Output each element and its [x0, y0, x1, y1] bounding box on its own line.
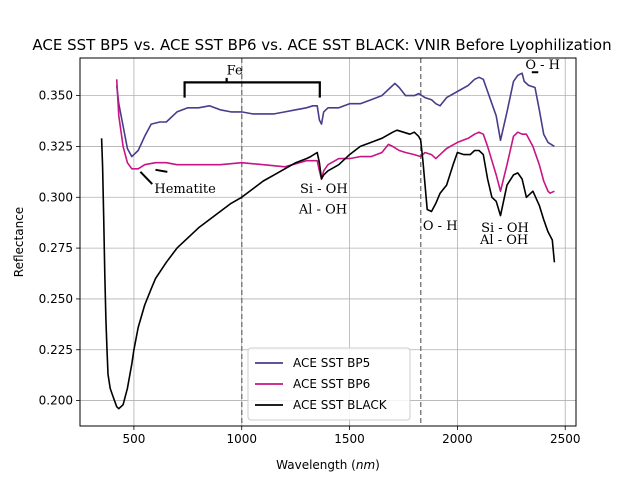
annotation-label: Fe [227, 63, 243, 78]
legend: ACE SST BP5 ACE SST BP6 ACE SST BLACK [247, 347, 411, 421]
y-tick-label: 0.350 [39, 89, 73, 103]
y-axis-label: Reflectance [12, 207, 26, 277]
x-tick-label: 2000 [442, 432, 473, 446]
y-tick-label: 0.200 [39, 394, 73, 408]
y-tick-label: 0.300 [39, 190, 73, 204]
legend-label: ACE SST BP6 [293, 377, 370, 391]
annotation-label: Hematite [154, 182, 216, 197]
x-tick-label: 2500 [550, 432, 581, 446]
annotation-pointer [155, 168, 168, 173]
annotation-label: Al - OH [298, 203, 347, 218]
x-tick-label: 500 [122, 432, 145, 446]
x-tick-label: 1000 [226, 432, 257, 446]
annotation-label: Si - OH [300, 182, 348, 197]
x-axis-label-text: Wavelength [276, 458, 347, 472]
y-tick-label: 0.250 [39, 292, 73, 306]
annotation-pointer [139, 171, 153, 185]
x-axis-unit: nm [356, 458, 375, 472]
legend-box [247, 347, 411, 421]
y-tick-label: 0.225 [39, 343, 73, 357]
fe-bracket [183, 77, 321, 98]
reference-lines [240, 58, 422, 426]
x-tick-label: 1500 [334, 432, 365, 446]
annotation-label: O - H [423, 219, 458, 234]
x-axis-label: Wavelength (nm) [276, 458, 380, 472]
series-line [100, 129, 556, 410]
annotation-label: O - H [525, 58, 560, 73]
series-line [115, 79, 555, 194]
plot-frame [79, 57, 577, 427]
chart-title: ACE SST BP5 vs. ACE SST BP6 vs. ACE SST … [32, 36, 611, 54]
annotation-label: Si - OH [481, 221, 529, 236]
y-tick-label: 0.325 [39, 139, 73, 153]
legend-label: ACE SST BLACK [293, 398, 388, 412]
series-group [100, 72, 556, 410]
legend-label: ACE SST BP5 [293, 356, 370, 370]
annotation-label: Al - OH [479, 233, 528, 248]
series-line [115, 72, 555, 158]
y-tick-label: 0.275 [39, 241, 73, 255]
axis-ticks: 500 1000 1500 2000 2500 0.200 0.225 0.250 0.275 0… [39, 89, 581, 446]
